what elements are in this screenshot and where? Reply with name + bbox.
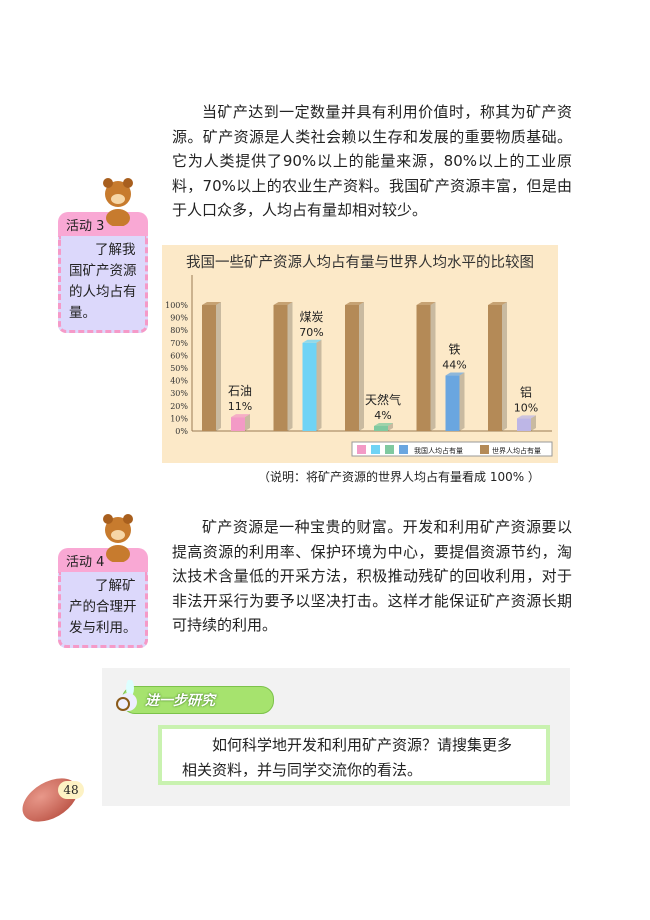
world-bar-side — [430, 302, 436, 431]
china-bar-side — [245, 414, 250, 431]
legend-swatch — [399, 445, 408, 454]
china-bar — [374, 425, 388, 431]
activity-4-box: 活动 4 了解矿产的合理开发与利用。 — [58, 514, 148, 648]
china-bar-top — [374, 422, 393, 426]
legend-swatch — [385, 445, 394, 454]
research-line-2: 相关资料，并与同学交流你的看法。 — [182, 761, 423, 779]
intro-paragraph: 当矿产达到一定数量并具有利用价值时，称其为矿产资源。矿产资源是人类社会赖以生存和… — [172, 100, 572, 223]
world-bar-side — [502, 302, 507, 431]
development-paragraph: 矿产资源是一种宝贵的财富。开发和利用矿产资源要以提高资源的利用率、保护环境为中心… — [172, 515, 572, 638]
data-label: 44% — [442, 359, 466, 372]
category-label: 铁 — [448, 343, 460, 357]
category-label: 铝 — [520, 384, 532, 399]
research-line-1: 如何科学地开发和利用矿产资源？请搜集更多 — [212, 736, 513, 754]
china-bar — [231, 417, 245, 431]
china-bar-side — [531, 415, 536, 431]
world-bar — [345, 305, 359, 431]
china-bar-top — [517, 415, 536, 419]
world-bar — [202, 305, 216, 431]
data-label: 10% — [514, 401, 538, 414]
activity-4-label: 活动 4 — [58, 548, 148, 572]
y-tick-label: 20% — [170, 402, 188, 411]
china-bar-side — [316, 339, 322, 431]
activity-3-label: 活动 3 — [58, 212, 148, 236]
china-bar-top — [231, 414, 250, 418]
world-bar-top — [345, 302, 364, 305]
legend-swatch — [357, 445, 366, 454]
page-corner-decoration — [15, 769, 85, 831]
china-bar-side — [459, 372, 465, 431]
world-bar-side — [216, 302, 221, 431]
world-bar — [416, 305, 431, 431]
activity-3-text: 了解我国矿产资源的人均占有量。 — [69, 242, 137, 321]
world-bar-top — [202, 302, 221, 305]
development-text: 矿产资源是一种宝贵的财富。开发和利用矿产资源要以提高资源的利用率、保护环境为中心… — [172, 518, 572, 634]
legend-swatch — [371, 445, 380, 454]
world-bar-top — [273, 302, 293, 305]
world-bar — [273, 305, 288, 431]
legend-swatch — [480, 445, 489, 454]
y-tick-label: 10% — [170, 414, 188, 423]
world-bar-top — [488, 302, 507, 305]
y-tick-label: 60% — [170, 351, 188, 360]
legend-label-world: 世界人均占有量 — [492, 446, 541, 455]
page-number: 48 — [58, 781, 84, 799]
research-banner-text: 进一步研究 — [145, 693, 215, 709]
data-label: 11% — [228, 400, 252, 413]
world-bar-top — [416, 302, 436, 305]
chart-note: （说明：将矿产资源的世界人均占有量看成 100% ） — [258, 470, 540, 484]
y-tick-label: 80% — [170, 326, 188, 335]
category-label: 石油 — [228, 384, 252, 398]
y-tick-label: 70% — [170, 339, 188, 348]
y-tick-label: 90% — [170, 314, 188, 323]
comparison-chart: 我国一些矿产资源人均占有量与世界人均水平的比较图 0% 10% 20% 30% 40% 5… — [162, 245, 558, 463]
activity-3-box: 活动 3 了解我国矿产资源的人均占有量。 — [58, 178, 148, 333]
world-bar-side — [359, 302, 364, 431]
y-tick-label: 50% — [170, 364, 188, 373]
research-banner: 进一步研究 — [122, 686, 274, 714]
activity-4-text: 了解矿产的合理开发与利用。 — [69, 578, 137, 636]
china-bar — [445, 375, 460, 431]
rabbit-magnifier-icon — [114, 679, 144, 724]
y-tick-label: 0% — [175, 427, 188, 436]
y-tick-label: 100% — [165, 301, 188, 310]
world-bar-side — [287, 302, 293, 431]
china-bar — [517, 418, 531, 431]
china-bar — [302, 342, 317, 431]
bear-mascot-icon — [98, 176, 138, 227]
chart-title: 我国一些矿产资源人均占有量与世界人均水平的比较图 — [186, 255, 534, 271]
china-bar-top — [302, 339, 322, 343]
bear-mascot-icon — [98, 512, 138, 563]
intro-text: 当矿产达到一定数量并具有利用价值时，称其为矿产资源。矿产资源是人类社会赖以生存和… — [172, 103, 572, 219]
china-bar-top — [445, 372, 465, 376]
y-tick-label: 40% — [170, 377, 188, 386]
y-tick-label: 30% — [170, 389, 188, 398]
world-bar — [488, 305, 502, 431]
category-label: 天然气 — [365, 392, 401, 407]
china-bar-side — [388, 422, 393, 431]
legend-label-china: 我国人均占有量 — [414, 446, 463, 455]
category-label: 煤炭 — [299, 310, 323, 324]
research-question-box: 如何科学地开发和利用矿产资源？请搜集更多 相关资料，并与同学交流你的看法。 — [158, 725, 550, 785]
data-label: 4% — [374, 409, 391, 422]
data-label: 70% — [299, 326, 323, 339]
